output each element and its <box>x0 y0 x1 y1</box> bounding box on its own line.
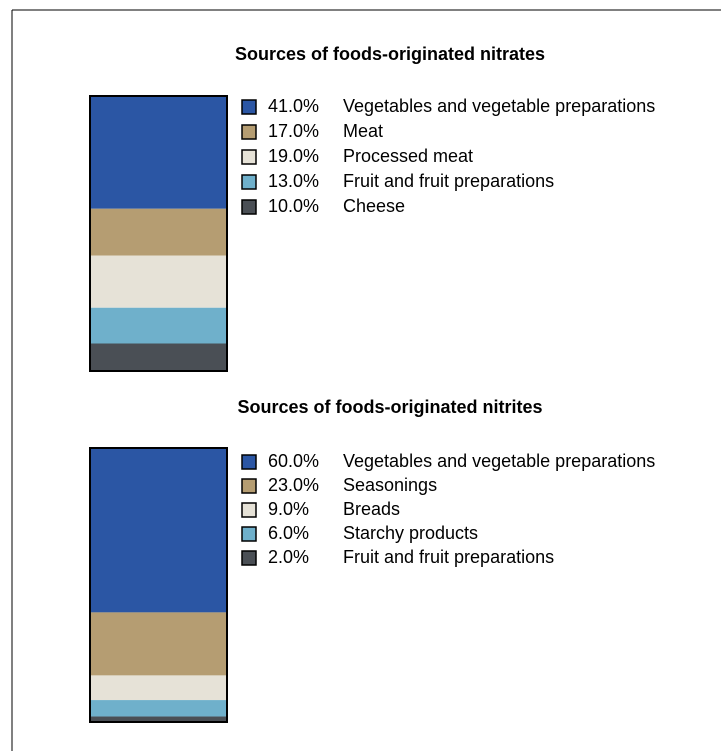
bar-segment <box>90 96 227 209</box>
chart-title: Sources of foods-originated nitrites <box>237 397 542 417</box>
legend-value: 2.0% <box>268 547 309 567</box>
legend-value: 17.0% <box>268 121 319 141</box>
legend-value: 6.0% <box>268 523 309 543</box>
legend-value: 9.0% <box>268 499 309 519</box>
legend-name: Vegetables and vegetable preparations <box>343 451 655 471</box>
legend-name: Fruit and fruit preparations <box>343 171 554 191</box>
legend-value: 41.0% <box>268 96 319 116</box>
legend-value: 23.0% <box>268 475 319 495</box>
bar-segment <box>90 716 227 722</box>
bar-segment <box>90 612 227 676</box>
legend-swatch <box>241 454 257 470</box>
chart-title: Sources of foods-originated nitrates <box>235 44 545 64</box>
bar-segment <box>90 700 227 717</box>
bar-segment <box>90 307 227 344</box>
bar-outline <box>89 95 228 372</box>
legend-swatch <box>241 149 257 165</box>
legend-name: Processed meat <box>343 146 473 166</box>
legend-value: 60.0% <box>268 451 319 471</box>
legend-swatch <box>241 174 257 190</box>
bar-segment <box>90 448 227 613</box>
legend-name: Seasonings <box>343 475 437 495</box>
legend-swatch <box>241 526 257 542</box>
bar-segment <box>90 675 227 701</box>
bar-outline <box>89 447 228 723</box>
bar-segment <box>90 343 227 371</box>
legend-name: Fruit and fruit preparations <box>343 547 554 567</box>
legend-name: Breads <box>343 499 400 519</box>
legend-value: 10.0% <box>268 196 319 216</box>
bar-segment <box>90 208 227 256</box>
legend-value: 13.0% <box>268 171 319 191</box>
bar-segment <box>90 255 227 308</box>
legend-swatch <box>241 124 257 140</box>
legend-name: Cheese <box>343 196 405 216</box>
legend-name: Starchy products <box>343 523 478 543</box>
legend-swatch <box>241 502 257 518</box>
legend-swatch <box>241 99 257 115</box>
legend-name: Vegetables and vegetable preparations <box>343 96 655 116</box>
legend-swatch <box>241 478 257 494</box>
legend-value: 19.0% <box>268 146 319 166</box>
legend-name: Meat <box>343 121 383 141</box>
legend-swatch <box>241 550 257 566</box>
legend-swatch <box>241 199 257 215</box>
